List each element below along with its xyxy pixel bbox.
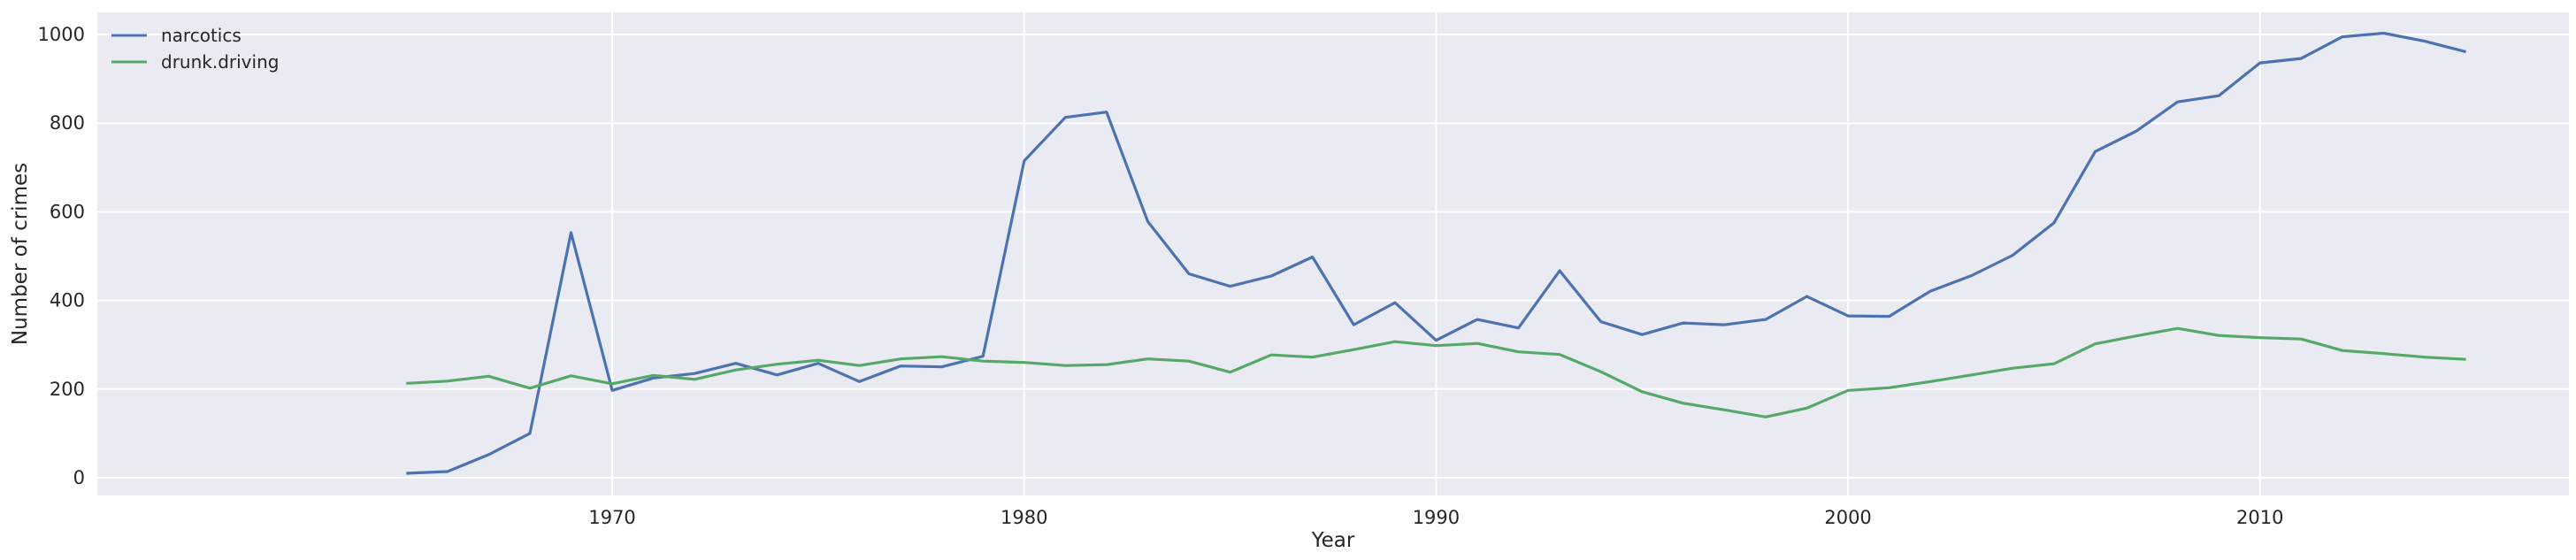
x-tick-label: 1990	[1413, 507, 1460, 528]
y-tick-label: 200	[50, 379, 85, 400]
legend-label-drunk-driving: drunk.driving	[161, 51, 279, 73]
series-lines	[406, 31, 2466, 475]
y-tick-label: 1000	[38, 24, 85, 45]
x-tick-label: 2000	[1824, 507, 1871, 528]
y-tick-labels: 0 200 400 600 800 1000	[38, 24, 85, 488]
plot-background	[97, 12, 2569, 495]
legend: narcotics drunk.driving	[111, 25, 279, 73]
x-tick-label: 1970	[588, 507, 635, 528]
y-tick-label: 400	[50, 290, 85, 311]
x-tick-label: 2010	[2236, 507, 2283, 528]
y-axis-label: Number of crimes	[9, 163, 32, 345]
series-line-drunk-driving	[406, 326, 2466, 418]
legend-label-narcotics: narcotics	[161, 25, 242, 46]
x-tick-label: 1980	[1000, 507, 1047, 528]
y-tick-label: 600	[50, 201, 85, 222]
y-tick-label: 800	[50, 112, 85, 134]
y-tick-label: 0	[73, 467, 85, 488]
gridlines	[97, 12, 2569, 495]
x-tick-labels: 1970 1980 1990 2000 2010	[588, 507, 2283, 528]
x-axis-label: Year	[1311, 529, 1355, 552]
